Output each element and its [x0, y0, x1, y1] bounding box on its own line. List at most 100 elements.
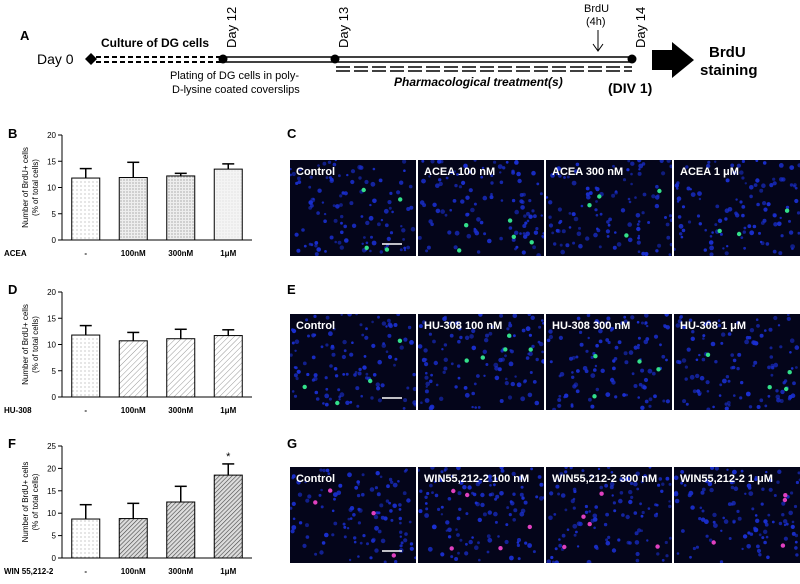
- nucleus-dot: [314, 390, 319, 395]
- nucleus-dot: [519, 492, 524, 497]
- nucleus-dot: [334, 240, 337, 244]
- nucleus-dot: [347, 517, 351, 521]
- y-tick-label: 0: [52, 554, 57, 563]
- nucleus-dot: [588, 397, 592, 402]
- nucleus-dot: [290, 529, 295, 534]
- nucleus-dot: [526, 211, 530, 216]
- nucleus-dot: [636, 320, 640, 324]
- nucleus-dot: [669, 164, 672, 169]
- nucleus-dot: [674, 491, 679, 497]
- nucleus-dot: [717, 323, 722, 328]
- nucleus-dot: [546, 196, 549, 199]
- nucleus-dot: [369, 487, 375, 492]
- nucleus-dot: [523, 234, 528, 239]
- nucleus-dot: [380, 218, 384, 222]
- nucleus-dot: [616, 242, 622, 247]
- nucleus-dot: [421, 160, 425, 163]
- nucleus-dot: [735, 213, 740, 218]
- nucleus-dot: [676, 359, 680, 364]
- nucleus-dot: [752, 224, 757, 229]
- nucleus-dot: [612, 366, 616, 371]
- nucleus-dot: [744, 182, 747, 185]
- nucleus-dot: [363, 236, 366, 239]
- nucleus-dot: [531, 209, 535, 213]
- nucleus-dot: [719, 232, 723, 236]
- nucleus-dot: [409, 340, 414, 345]
- brdu-positive-cell: [528, 347, 533, 352]
- nucleus-dot: [474, 545, 479, 550]
- nucleus-dot: [758, 553, 762, 557]
- nucleus-dot: [588, 191, 593, 195]
- nucleus-dot: [736, 163, 741, 168]
- nucleus-dot: [391, 210, 394, 214]
- nucleus-dot: [681, 228, 686, 233]
- nucleus-dot: [783, 536, 788, 541]
- nucleus-dot: [656, 194, 660, 198]
- nucleus-dot: [623, 315, 627, 319]
- nucleus-dot: [480, 502, 485, 508]
- micrograph-tile: HU-308 300 nM: [546, 314, 672, 410]
- nucleus-dot: [779, 399, 784, 403]
- nucleus-dot: [504, 381, 509, 386]
- nucleus-dot: [358, 367, 362, 372]
- day13-label: Day 13: [336, 6, 351, 48]
- brdu-positive-cell: [464, 223, 469, 228]
- nucleus-dot: [756, 548, 762, 553]
- bar: [166, 501, 196, 559]
- nucleus-dot: [379, 503, 384, 508]
- nucleus-dot: [334, 160, 337, 162]
- nucleus-dot: [761, 183, 766, 188]
- brdu-positive-cell: [480, 355, 485, 360]
- nucleus-dot: [655, 184, 659, 189]
- nucleus-dot: [594, 505, 598, 509]
- nucleus-dot: [519, 193, 524, 197]
- nucleus-dot: [489, 484, 492, 487]
- nucleus-dot: [777, 324, 781, 327]
- nucleus-dot: [749, 185, 754, 190]
- nucleus-dot: [655, 249, 659, 253]
- nucleus-dot: [476, 217, 481, 222]
- nucleus-dot: [557, 492, 561, 496]
- nucleus-dot: [530, 315, 535, 320]
- y-tick-label: 0: [52, 393, 57, 402]
- nucleus-dot: [648, 397, 653, 402]
- nucleus-dot: [432, 202, 437, 207]
- nucleus-dot: [658, 477, 663, 481]
- nucleus-dot: [458, 327, 462, 331]
- nucleus-dot: [751, 507, 755, 511]
- nucleus-dot: [778, 251, 783, 256]
- nucleus-dot: [767, 513, 771, 517]
- nucleus-dot: [464, 551, 469, 556]
- brdu-positive-cell: [655, 544, 660, 549]
- nucleus-dot: [788, 219, 791, 223]
- nucleus-dot: [330, 345, 335, 350]
- row-label: ACEA: [4, 249, 27, 258]
- nucleus-dot: [296, 248, 301, 253]
- nucleus-dot: [790, 491, 794, 495]
- nucleus-dot: [497, 535, 500, 538]
- nucleus-dot: [532, 550, 536, 554]
- brdu-positive-cell: [784, 386, 789, 392]
- nucleus-dot: [643, 377, 649, 383]
- nucleus-dot: [293, 394, 298, 398]
- nucleus-dot: [324, 532, 329, 538]
- nucleus-dot: [780, 389, 785, 395]
- nucleus-dot: [554, 560, 559, 563]
- nucleus-dot: [648, 467, 652, 469]
- nucleus-dot: [760, 241, 765, 246]
- nucleus-dot: [740, 236, 744, 239]
- nucleus-dot: [677, 319, 683, 324]
- nucleus-dot: [549, 360, 553, 364]
- nucleus-dot: [542, 322, 544, 325]
- nucleus-dot: [477, 479, 482, 485]
- nucleus-dot: [458, 507, 462, 511]
- nucleus-dot: [591, 474, 594, 478]
- x-tick-label: 100nM: [121, 249, 146, 258]
- nucleus-dot: [665, 476, 670, 481]
- nucleus-dot: [424, 362, 429, 367]
- nucleus-dot: [328, 331, 333, 337]
- nucleus-dot: [578, 243, 583, 249]
- nucleus-dot: [527, 392, 533, 398]
- nucleus-dot: [305, 498, 310, 503]
- nucleus-dot: [474, 406, 477, 409]
